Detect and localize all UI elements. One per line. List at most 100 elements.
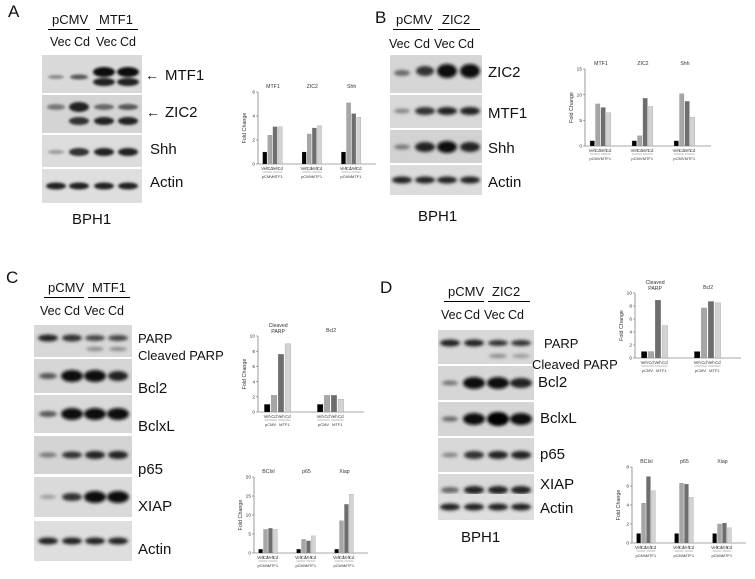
subgroup-label: MTF1 <box>684 553 695 558</box>
subgroup-label: MTF1 <box>272 174 283 179</box>
y-tick-label: 0 <box>579 144 582 150</box>
bar <box>631 140 637 147</box>
subgroup-label: pCMV <box>333 563 344 568</box>
x-tick-label: Cd <box>273 555 279 560</box>
y-tick-label: 0 <box>629 356 632 362</box>
group-line <box>488 301 530 302</box>
panel-letter-c: C <box>6 268 19 287</box>
x-tick-label: Veh <box>305 555 313 560</box>
bar <box>646 476 651 544</box>
y-tick-label: 2 <box>626 522 629 528</box>
blot-row-label: p65 <box>138 461 164 478</box>
x-tick-label: Veh <box>635 545 643 550</box>
lane-label: Vec <box>50 35 71 49</box>
y-tick-label: 0 <box>248 551 251 557</box>
x-tick-label: Cd <box>637 148 643 153</box>
blot-row-label: Bcl2 <box>138 380 168 397</box>
x-tick-label: Cd <box>701 360 707 365</box>
subgroup-label: MTF1 <box>279 422 290 427</box>
subgroup-label: pCMV <box>673 156 684 161</box>
bar <box>648 351 654 359</box>
blot-row-label: PARP <box>138 331 173 346</box>
bar <box>684 101 690 147</box>
blot-row-label: Shh <box>488 140 515 157</box>
lane-label: Cd <box>414 37 430 51</box>
x-tick-label: Cd <box>679 545 685 550</box>
chart-panel-title: PARP <box>271 329 285 335</box>
bar <box>349 494 354 554</box>
subgroup-label: MTF1 <box>351 174 362 179</box>
chart-panel-title: ZIC2 <box>637 61 648 67</box>
x-tick-label: Cd <box>349 555 355 560</box>
blot-row-label: Actin <box>138 541 172 558</box>
x-tick-label: Veh <box>707 360 715 365</box>
chart-panel-title: PARP <box>648 286 662 292</box>
x-tick-label: Veh <box>642 148 650 153</box>
x-tick-label: Cd <box>311 555 317 560</box>
y-tick-label: 10 <box>577 92 583 98</box>
x-tick-label: Cd <box>271 414 277 419</box>
bar <box>263 529 268 554</box>
group-label-mtf1: MTF1 <box>99 12 133 27</box>
chart-panel-title: Shh <box>347 84 356 90</box>
bar <box>306 540 311 554</box>
blot-row-label: p65 <box>540 446 566 463</box>
bar <box>271 395 277 413</box>
chart-panel-title: Xiap <box>339 469 349 475</box>
y-tick-label: 6 <box>629 317 632 323</box>
x-tick-label: Veh <box>631 148 639 153</box>
subgroup-label: MTF1 <box>643 156 654 161</box>
bar <box>722 522 727 544</box>
x-tick-label: Cd <box>679 148 685 153</box>
bar <box>268 528 273 554</box>
subgroup-label: pCMV <box>262 174 273 179</box>
lane-label: Vec <box>40 304 61 318</box>
x-tick-label: Cd <box>606 148 612 153</box>
subgroup-label: MTF1 <box>656 368 667 373</box>
x-tick-label: Veh <box>330 414 338 419</box>
bar <box>661 325 668 359</box>
blot-c <box>34 325 132 561</box>
group-label-pcmv: pCMV <box>448 284 485 299</box>
bar <box>589 140 595 147</box>
chart-panel-title: Xiap <box>717 459 727 465</box>
chart-panel-title: MTF1 <box>266 84 280 90</box>
bar <box>694 351 701 359</box>
lane-label: Vec <box>389 37 410 51</box>
x-tick-label: Veh <box>645 545 653 550</box>
y-tick-label: 2 <box>629 343 632 349</box>
y-axis-label: Fold Change <box>242 359 248 390</box>
blot-row-label: PARP <box>544 336 579 351</box>
blot-row-label: BclxL <box>540 410 577 427</box>
x-tick-label: Cd <box>689 545 695 550</box>
x-tick-label: Veh <box>654 360 662 365</box>
blot-row-label: Cleaved PARP <box>138 348 224 363</box>
bar <box>262 151 268 165</box>
group-label-pcmv: pCMV <box>48 280 85 295</box>
y-tick-label: 8 <box>626 465 629 471</box>
x-tick-label: Cd <box>648 360 654 365</box>
bar <box>701 307 707 359</box>
subgroup-label: MTF1 <box>685 156 696 161</box>
chart-panel-title: Bcl2 <box>703 285 713 291</box>
subgroup-label: pCMV <box>631 156 642 161</box>
lane-label: Vec <box>84 304 105 318</box>
y-tick-label: 0 <box>252 162 255 168</box>
bar <box>334 549 339 554</box>
arrow-icon: ← <box>146 104 160 120</box>
bar <box>712 533 717 544</box>
bar <box>684 484 689 544</box>
subgroup-label: pCMV <box>301 174 312 179</box>
x-tick-label: Veh <box>317 414 325 419</box>
blot-a <box>42 55 142 203</box>
blot-d <box>438 330 534 506</box>
group-line <box>44 297 84 298</box>
y-axis-label: Fold Change <box>569 92 575 123</box>
subgroup-label: MTF1 <box>709 368 720 373</box>
blot-row-label: XIAP <box>138 498 173 515</box>
panel-letter-a: A <box>8 2 20 21</box>
subgroup-label: pCMV <box>642 368 653 373</box>
